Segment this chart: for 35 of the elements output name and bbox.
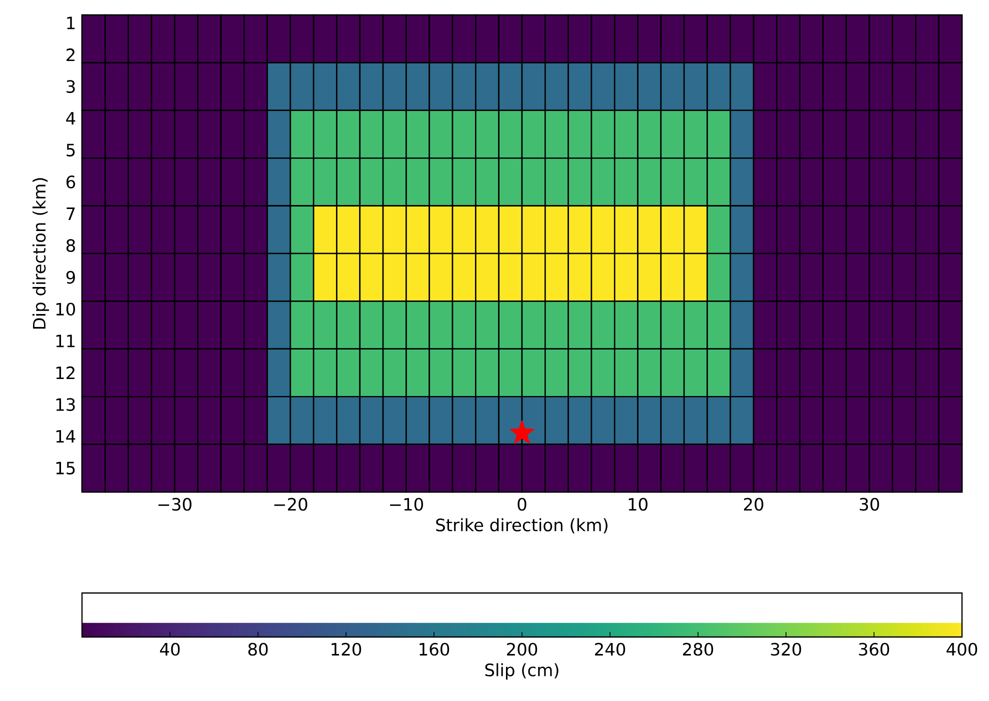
y-tick-label: 3 (66, 80, 75, 93)
color-bar-label: 160 (420, 642, 450, 656)
y-tick-label: 14 (56, 430, 76, 443)
x-tick-label: 0 (518, 498, 526, 511)
color-bar-label: 200 (507, 642, 538, 656)
color-bar-label: 280 (683, 642, 714, 656)
x-tick-label: 20 (744, 498, 764, 511)
color-bar-label: 320 (771, 642, 802, 656)
y-tick-label: 6 (66, 176, 76, 188)
x-tick-label: 30 (860, 498, 880, 511)
color-bar-label: 80 (248, 642, 268, 656)
color-bar-label: 360 (859, 642, 890, 656)
y-tick-label: 9 (66, 270, 75, 284)
y-tick-label: 15 (56, 462, 75, 474)
color-bar-title: Slip (cm) (485, 663, 558, 680)
y-tick-label: 2 (66, 48, 74, 62)
y-tick-label: 5 (66, 144, 75, 156)
y-tick-label: 1 (67, 16, 75, 30)
y-tick-label: 7 (66, 208, 75, 220)
x-tick-label: −10 (390, 498, 424, 511)
y-tick-label: 13 (56, 398, 75, 411)
x-axis-title: Strike direction (km) (436, 518, 608, 534)
y-tick-label: 11 (56, 334, 75, 348)
y-tick-label: 4 (66, 112, 76, 125)
y-tick-label: 10 (56, 302, 76, 316)
color-bar-label: 400 (946, 642, 978, 656)
x-tick-label: 10 (628, 498, 648, 511)
y-tick-label: 12 (56, 366, 74, 380)
x-tick-label: −30 (158, 498, 192, 511)
color-bar-label: 120 (332, 642, 362, 656)
y-tick-label: 8 (66, 239, 75, 252)
color-bar-label: 40 (160, 642, 180, 656)
color-bar-label: 240 (595, 642, 626, 656)
x-tick-label: −20 (274, 498, 308, 511)
y-axis-title: Dip direction (km) (32, 178, 49, 329)
